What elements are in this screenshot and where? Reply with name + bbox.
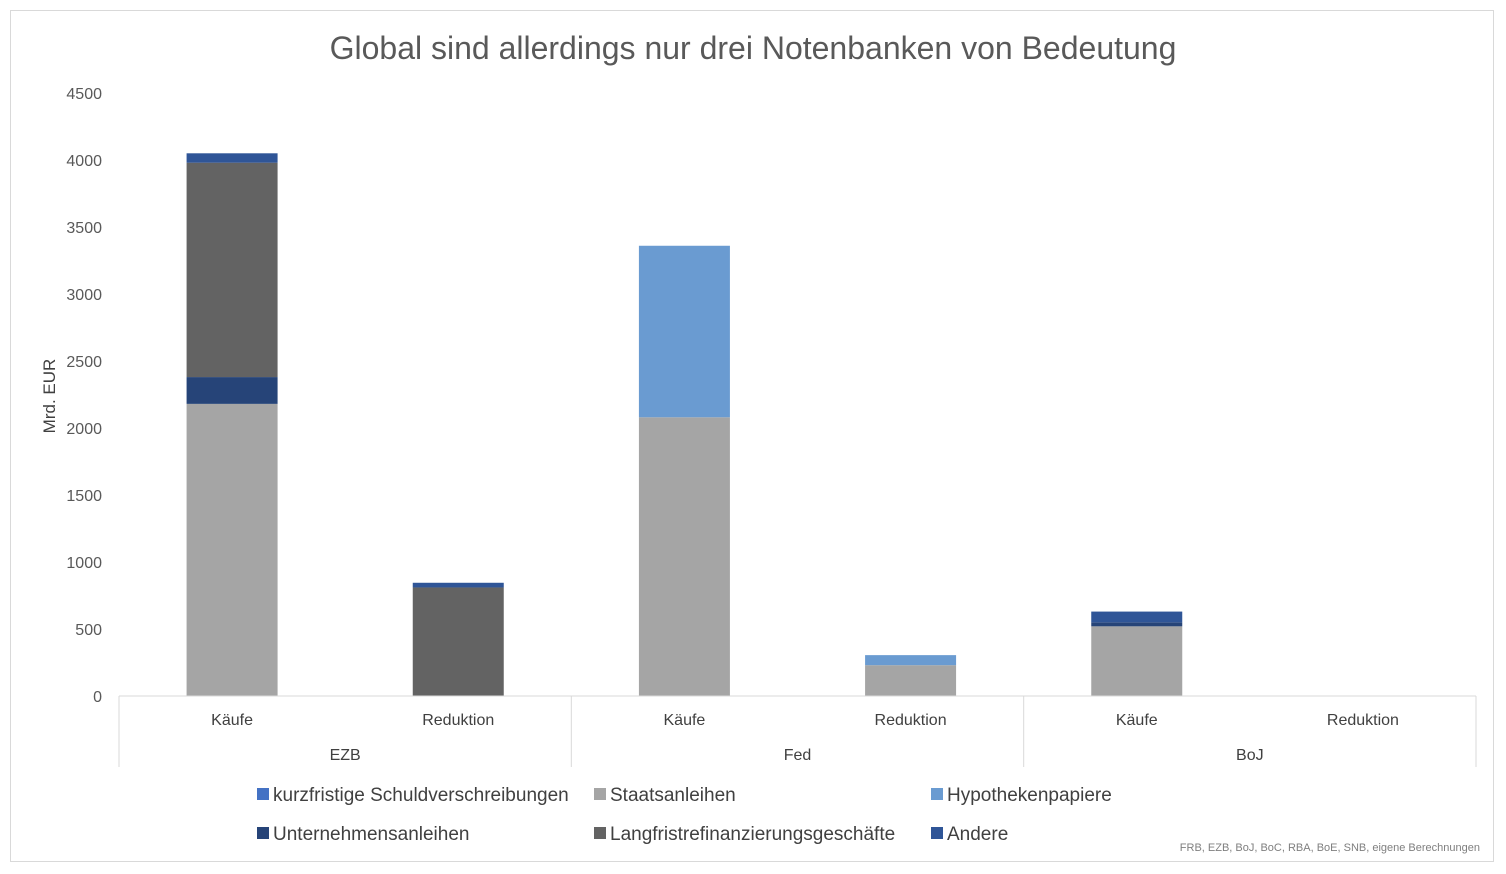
y-tick-label: 3500 <box>66 220 102 237</box>
x-category-label: Käufe <box>664 712 706 729</box>
chart-frame <box>10 10 1494 862</box>
legend-swatch <box>594 827 606 839</box>
bar-segment <box>638 417 730 696</box>
y-axis-label: Mrd. EUR <box>40 359 59 434</box>
y-axis-ticks: 0 500 1000 1500 2000 2500 3000 3500 4000 4500 <box>66 86 102 706</box>
x-category-label: Käufe <box>1116 712 1158 729</box>
y-tick-label: 2000 <box>66 421 102 438</box>
legend-label: Staatsanleihen <box>610 785 736 806</box>
bar-segment <box>638 245 730 418</box>
y-tick-label: 3000 <box>66 287 102 304</box>
source-note: FRB, EZB, BoJ, BoC, RBA, BoE, SNB, eigen… <box>1180 842 1480 854</box>
legend-swatch <box>257 788 269 800</box>
legend-swatch <box>594 788 606 800</box>
y-tick-label: 2500 <box>66 354 102 371</box>
bar-segment <box>865 655 957 666</box>
y-tick-label: 1500 <box>66 488 102 505</box>
bars-group <box>186 153 1183 696</box>
x-group-label: BoJ <box>1236 747 1264 764</box>
legend-label: Andere <box>947 824 1008 845</box>
bar-segment <box>412 582 504 588</box>
legend-swatch <box>931 788 943 800</box>
y-tick-label: 4500 <box>66 86 102 103</box>
legend-label: kurzfristige Schuldverschreibungen <box>273 785 569 806</box>
bar-segment <box>865 665 957 696</box>
x-axis: Käufe Reduktion EZB Käufe Reduktion Fed Käufe R… <box>118 695 1477 767</box>
bar-segment <box>1091 622 1183 627</box>
legend-label: Langfristrefinanzierungsgeschäfte <box>610 824 895 845</box>
bar-segment <box>1091 611 1183 623</box>
y-tick-label: 0 <box>93 689 102 706</box>
y-tick-label: 4000 <box>66 153 102 170</box>
bar-segment <box>186 153 278 163</box>
bar-segment <box>186 377 278 404</box>
x-category-label: Käufe <box>211 712 253 729</box>
x-group-label: EZB <box>330 747 361 764</box>
x-category-label: Reduktion <box>1327 712 1399 729</box>
x-category-label: Reduktion <box>422 712 494 729</box>
bar-segment <box>412 587 504 696</box>
x-group-label: Fed <box>784 747 812 764</box>
legend-label: Unternehmensanleihen <box>273 824 469 845</box>
bar-segment <box>186 162 278 378</box>
chart-title: Global sind allerdings nur drei Notenban… <box>330 30 1177 66</box>
bar-segment <box>1091 626 1183 696</box>
legend-swatch <box>257 827 269 839</box>
legend-swatch <box>931 827 943 839</box>
y-tick-label: 500 <box>75 622 102 639</box>
x-category-label: Reduktion <box>875 712 947 729</box>
bar-segment <box>186 403 278 696</box>
y-tick-label: 1000 <box>66 555 102 572</box>
legend-label: Hypothekenpapiere <box>947 785 1112 806</box>
legend: kurzfristige Schuldverschreibungen Staats… <box>257 785 1112 845</box>
